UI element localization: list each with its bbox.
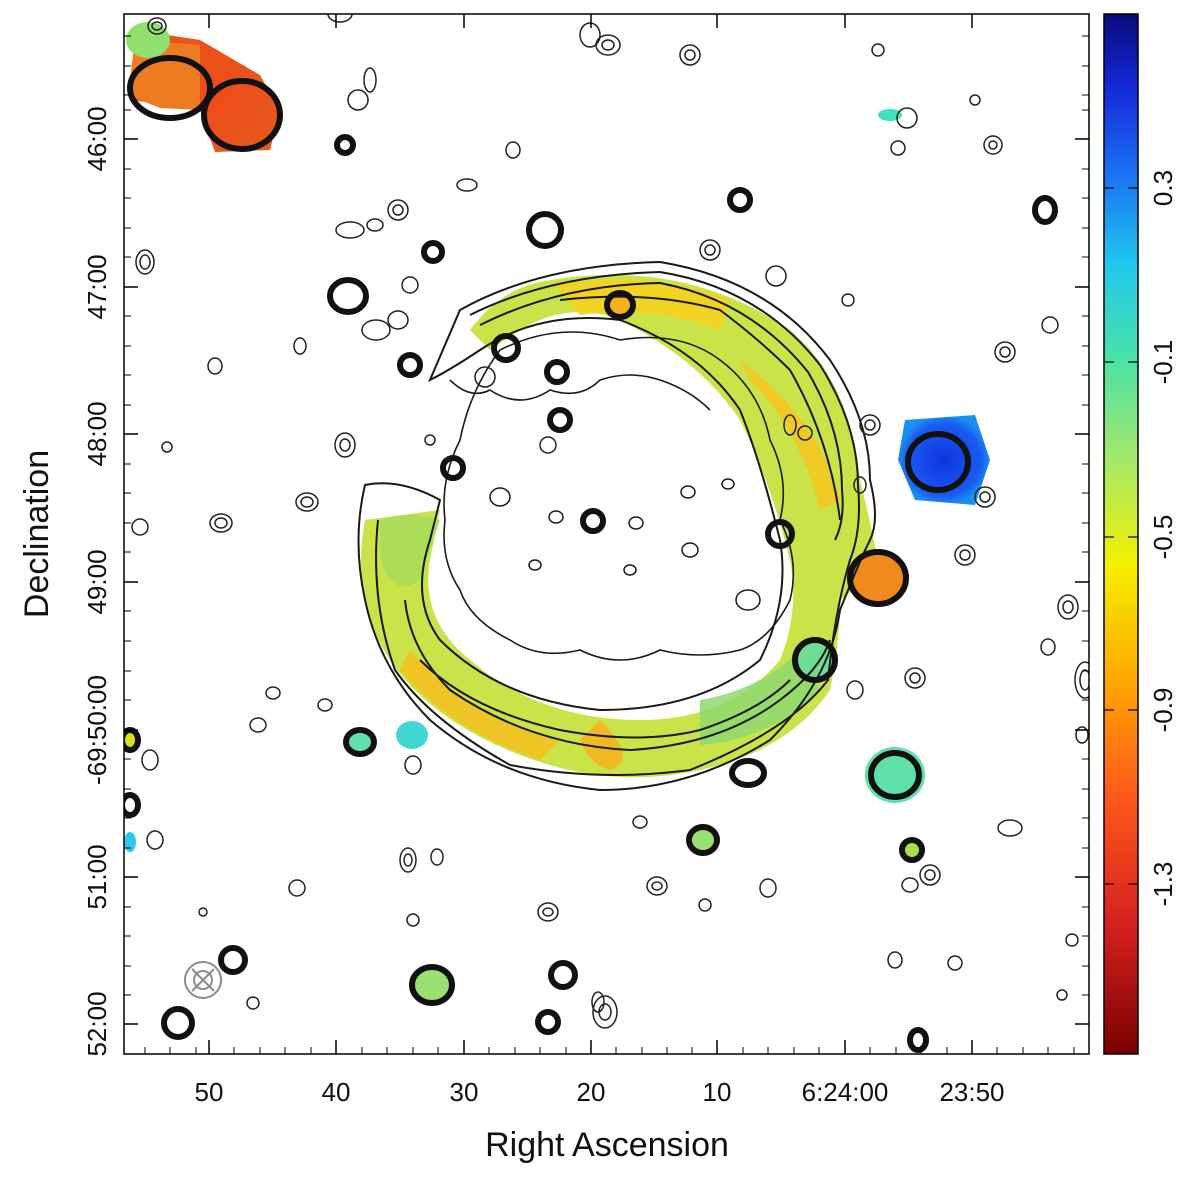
x-tick-label: 40 xyxy=(322,1077,351,1107)
x-tick-label: 30 xyxy=(450,1077,479,1107)
y-tick-label: 47:00 xyxy=(82,254,112,319)
x-tick-label: 23:50 xyxy=(939,1077,1004,1107)
x-axis-title: Right Ascension xyxy=(485,1126,729,1164)
x-tick-label: 6:24:00 xyxy=(802,1077,889,1107)
plot-frame xyxy=(123,13,1090,1055)
x-tick-label: 10 xyxy=(703,1077,732,1107)
y-tick-label: 48:00 xyxy=(82,401,112,466)
ring-inner-contour xyxy=(443,331,795,661)
beam-symbol xyxy=(184,961,222,999)
colorbar-tick-label: -0.9 xyxy=(1148,688,1178,733)
ring-outer-contour xyxy=(357,260,876,792)
colorbar xyxy=(1103,13,1139,1055)
y-axis-title: Declination xyxy=(18,450,56,618)
x-tick-label: 50 xyxy=(195,1077,224,1107)
colorbar-tick-label: -0.1 xyxy=(1148,340,1178,385)
y-tick-label: -69:50:00 xyxy=(82,675,112,785)
x-tick-label: 20 xyxy=(577,1077,606,1107)
y-tick-label: 51:00 xyxy=(82,844,112,909)
y-tick-label: 46:00 xyxy=(82,106,112,171)
ring-color-fill xyxy=(360,274,881,778)
y-tick-label: 52:00 xyxy=(82,991,112,1056)
colorbar-tick-label: -0.5 xyxy=(1148,515,1178,560)
colorbar-tick-label: 0.3 xyxy=(1148,170,1178,206)
colorbar-tick-label: -1.3 xyxy=(1148,862,1178,907)
y-tick-label: 49:00 xyxy=(82,549,112,614)
